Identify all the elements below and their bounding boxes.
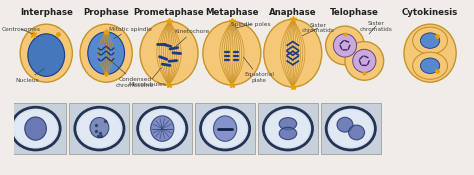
Ellipse shape: [80, 24, 132, 82]
Ellipse shape: [329, 110, 373, 147]
Bar: [195, 103, 255, 154]
Ellipse shape: [337, 117, 353, 132]
Ellipse shape: [140, 21, 198, 85]
Ellipse shape: [404, 24, 456, 82]
Ellipse shape: [264, 107, 312, 150]
Ellipse shape: [201, 107, 250, 150]
Text: Interphase: Interphase: [20, 8, 73, 17]
Ellipse shape: [203, 21, 261, 85]
Ellipse shape: [141, 110, 184, 147]
Ellipse shape: [90, 117, 109, 138]
Text: Sister
chromatids: Sister chromatids: [301, 23, 334, 36]
Bar: [321, 103, 381, 154]
Ellipse shape: [326, 107, 375, 150]
Ellipse shape: [420, 58, 440, 74]
Text: Telophase: Telophase: [330, 8, 379, 17]
Text: Equatorial
plate: Equatorial plate: [244, 57, 274, 83]
Ellipse shape: [28, 34, 64, 76]
Bar: [6, 103, 65, 154]
Ellipse shape: [75, 107, 124, 150]
Bar: [69, 103, 129, 154]
Ellipse shape: [213, 116, 237, 141]
Text: Condensed
chromosome: Condensed chromosome: [111, 61, 155, 88]
Text: Nucleus: Nucleus: [15, 69, 44, 83]
Text: Spindle poles: Spindle poles: [231, 22, 271, 28]
Bar: [258, 103, 318, 154]
Text: Prophase: Prophase: [83, 8, 129, 17]
Ellipse shape: [420, 33, 440, 48]
Ellipse shape: [413, 52, 447, 79]
Ellipse shape: [88, 32, 125, 74]
Ellipse shape: [151, 116, 174, 141]
Text: Mitotic spindle: Mitotic spindle: [109, 26, 152, 39]
Ellipse shape: [353, 49, 376, 72]
Ellipse shape: [14, 110, 57, 147]
Ellipse shape: [11, 107, 60, 150]
Text: Prometaphase: Prometaphase: [134, 8, 204, 17]
Ellipse shape: [413, 27, 447, 54]
Ellipse shape: [345, 42, 383, 80]
Bar: [132, 103, 192, 154]
Ellipse shape: [333, 34, 356, 57]
Ellipse shape: [266, 110, 310, 147]
Text: Microtubules: Microtubules: [129, 68, 167, 87]
Text: Kinetochore: Kinetochore: [174, 29, 210, 47]
Ellipse shape: [264, 19, 322, 87]
Text: Anaphase: Anaphase: [269, 8, 317, 17]
Ellipse shape: [25, 117, 46, 140]
Ellipse shape: [78, 110, 121, 147]
Ellipse shape: [326, 26, 365, 65]
Text: Cytokinesis: Cytokinesis: [402, 8, 458, 17]
Ellipse shape: [203, 110, 246, 147]
Ellipse shape: [20, 24, 73, 82]
Ellipse shape: [137, 107, 187, 150]
Ellipse shape: [279, 118, 297, 130]
Text: Metaphase: Metaphase: [205, 8, 259, 17]
Ellipse shape: [279, 127, 297, 140]
Text: Sister
chromatids: Sister chromatids: [359, 21, 392, 34]
Ellipse shape: [348, 125, 365, 140]
Text: Centrosomes: Centrosomes: [1, 26, 41, 34]
